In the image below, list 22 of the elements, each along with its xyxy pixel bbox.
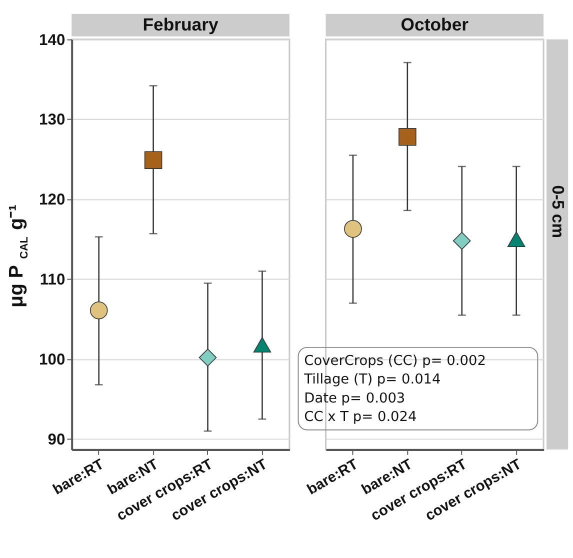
point bbox=[144, 151, 162, 169]
chart-title: October bbox=[400, 14, 469, 35]
y-tick-label: 110 bbox=[40, 272, 66, 289]
point bbox=[452, 232, 471, 250]
y2-axis-title: 0-5 cm bbox=[548, 185, 568, 238]
y-tick-label: 120 bbox=[39, 192, 66, 209]
annotation: Tillage (T) p= 0.014 bbox=[303, 372, 441, 388]
point bbox=[198, 348, 217, 366]
point bbox=[90, 302, 108, 320]
point bbox=[253, 337, 272, 353]
annotation: Date p= 0.003 bbox=[304, 390, 406, 406]
chart-title: February bbox=[142, 14, 218, 35]
y-tick-label: 90 bbox=[48, 431, 66, 448]
y-tick-label: 100 bbox=[39, 352, 66, 369]
y-tick-label: 130 bbox=[39, 112, 66, 129]
annotation: CoverCrops (CC) p= 0.002 bbox=[304, 353, 486, 370]
annotation: CC x T p= 0.024 bbox=[304, 409, 417, 426]
point bbox=[344, 220, 362, 238]
point bbox=[507, 231, 526, 247]
point bbox=[398, 128, 416, 146]
y-tick-label: 140 bbox=[39, 32, 66, 49]
y-axis-title: μg PCAL g⁻¹ bbox=[6, 204, 30, 308]
